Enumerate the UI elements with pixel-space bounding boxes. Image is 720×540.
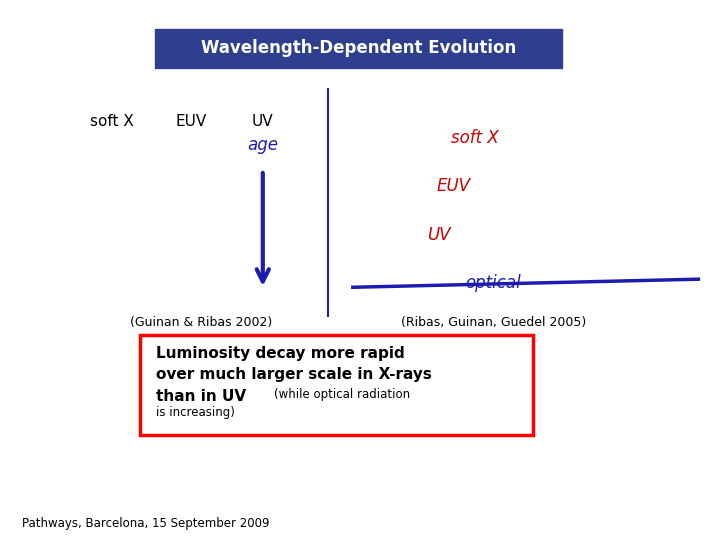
Bar [140,335,533,435]
Text: (while optical radiation: (while optical radiation [274,388,410,401]
Text: Wavelength-Dependent Evolution: Wavelength-Dependent Evolution [201,39,516,57]
Text: soft X: soft X [90,114,133,129]
Text: age: age [247,136,279,154]
Text: soft X: soft X [451,129,499,147]
Text: optical: optical [465,274,521,293]
Text: EUV: EUV [436,177,471,195]
Text: (Guinan & Ribas 2002): (Guinan & Ribas 2002) [130,316,273,329]
Text: is increasing): is increasing) [156,406,235,419]
Text: Luminosity decay more rapid: Luminosity decay more rapid [156,346,405,361]
Text: EUV: EUV [175,114,207,129]
Text: over much larger scale in X-rays: over much larger scale in X-rays [156,367,432,382]
Text: Pathways, Barcelona, 15 September 2009: Pathways, Barcelona, 15 September 2009 [22,517,269,530]
Bar [155,29,562,68]
Text: than in UV: than in UV [156,389,246,404]
Text: (Ribas, Guinan, Guedel 2005): (Ribas, Guinan, Guedel 2005) [400,316,586,329]
Text: UV: UV [252,114,274,129]
Text: UV: UV [428,226,451,244]
